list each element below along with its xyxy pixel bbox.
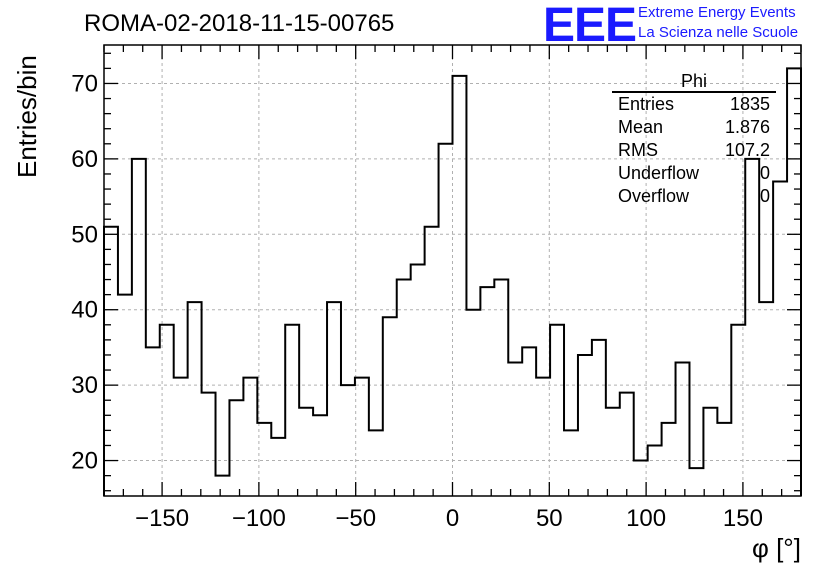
stats-value: 1835 bbox=[729, 94, 770, 114]
x-tick-label: −100 bbox=[232, 505, 286, 532]
y-tick-label: 40 bbox=[71, 297, 98, 324]
y-axis: 20 30 40 50 60 70 bbox=[71, 52, 801, 492]
chart-title: ROMA-02-2018-11-15-00765 bbox=[84, 10, 395, 37]
x-tick-label: −50 bbox=[335, 505, 376, 532]
histogram-bin bbox=[648, 445, 662, 496]
histogram-bin bbox=[118, 295, 132, 496]
stats-value: 1.876 bbox=[724, 117, 770, 137]
stats-row-underflow: Underflow 0 bbox=[612, 162, 776, 185]
histogram-bin bbox=[425, 227, 439, 496]
histogram-bin bbox=[285, 325, 299, 496]
histogram-bin bbox=[188, 302, 202, 496]
stats-label: Mean bbox=[618, 117, 664, 137]
histogram-bin bbox=[522, 347, 536, 496]
histogram-bin bbox=[592, 340, 606, 496]
histogram-bin bbox=[299, 408, 313, 496]
eee-logo: EEE bbox=[543, 0, 637, 52]
stats-value: 0 bbox=[759, 163, 770, 183]
histogram-bin bbox=[174, 378, 188, 496]
stats-box-title: Phi bbox=[612, 72, 776, 93]
histogram-bin bbox=[243, 378, 257, 496]
histogram-bin bbox=[759, 302, 773, 496]
stats-label: Entries bbox=[618, 94, 675, 114]
x-tick-label: 150 bbox=[723, 505, 763, 532]
histogram-bin bbox=[397, 280, 411, 496]
histogram-bin bbox=[341, 385, 355, 496]
histogram-bin bbox=[216, 476, 230, 496]
histogram-bin bbox=[466, 310, 480, 496]
histogram-bin bbox=[271, 438, 285, 496]
stats-row-rms: RMS 107.2 bbox=[612, 139, 776, 162]
stats-box: Phi Entries 1835 Mean 1.876 RMS 107.2 Un… bbox=[612, 72, 776, 208]
histogram-bin bbox=[620, 393, 634, 496]
y-tick-label: 60 bbox=[71, 146, 98, 173]
histogram-bin bbox=[494, 280, 508, 496]
histogram-bin bbox=[773, 182, 787, 496]
histogram-bin bbox=[202, 393, 216, 496]
histogram-bin bbox=[146, 347, 160, 496]
histogram-bin bbox=[689, 468, 703, 496]
histogram-bin bbox=[355, 378, 369, 496]
histogram-bin bbox=[229, 400, 243, 496]
x-tick-label: 0 bbox=[446, 505, 459, 532]
y-tick-label: 20 bbox=[71, 448, 98, 475]
histogram-bin bbox=[606, 408, 620, 496]
histogram-bin bbox=[536, 378, 550, 496]
histogram-bin bbox=[676, 363, 690, 496]
stats-value: 0 bbox=[759, 186, 770, 206]
x-axis-label: φ [°] bbox=[752, 533, 801, 563]
histogram-bin bbox=[578, 355, 592, 496]
x-tick-label: 100 bbox=[626, 505, 666, 532]
histogram-bin bbox=[480, 287, 494, 496]
histogram-bin bbox=[132, 159, 146, 496]
histogram-bin bbox=[745, 159, 759, 496]
stats-row-mean: Mean 1.876 bbox=[612, 116, 776, 139]
histogram-bin bbox=[369, 430, 383, 496]
histogram-bin bbox=[731, 325, 745, 496]
histogram-series bbox=[103, 67, 802, 496]
histogram-bin bbox=[703, 408, 717, 496]
logo-caption-line2: La Scienza nelle Scuole bbox=[638, 24, 799, 41]
stats-row-entries: Entries 1835 bbox=[612, 93, 776, 116]
histogram-bin bbox=[508, 363, 522, 496]
x-axis: −150 −100 −50 0 50 100 150 bbox=[103, 45, 802, 532]
x-tick-label: −150 bbox=[135, 505, 189, 532]
histogram-bin bbox=[453, 76, 467, 496]
histogram-bin bbox=[383, 317, 397, 496]
histogram-bin bbox=[439, 144, 453, 496]
histogram-bin bbox=[787, 68, 801, 496]
stats-label: Overflow bbox=[618, 186, 690, 206]
y-tick-label: 50 bbox=[71, 221, 98, 248]
y-tick-label: 70 bbox=[71, 70, 98, 97]
logo-caption-line1: Extreme Energy Events bbox=[638, 4, 796, 21]
histogram-bin bbox=[313, 415, 327, 496]
histogram-bin bbox=[717, 423, 731, 496]
stats-label: Underflow bbox=[618, 163, 700, 183]
histogram-bin bbox=[564, 430, 578, 496]
histogram-bin bbox=[550, 325, 564, 496]
stats-row-overflow: Overflow 0 bbox=[612, 185, 776, 208]
y-tick-label: 30 bbox=[71, 372, 98, 399]
histogram-bin bbox=[104, 227, 118, 496]
histogram-bin bbox=[160, 325, 174, 496]
histogram-bin bbox=[411, 264, 425, 496]
histogram-bin bbox=[662, 423, 676, 496]
histogram-bin bbox=[327, 302, 341, 496]
stats-label: RMS bbox=[618, 140, 658, 160]
stats-value: 107.2 bbox=[724, 140, 770, 160]
y-axis-label: Entries/bin bbox=[12, 55, 42, 178]
x-tick-label: 50 bbox=[536, 505, 563, 532]
histogram-outline bbox=[103, 67, 802, 496]
